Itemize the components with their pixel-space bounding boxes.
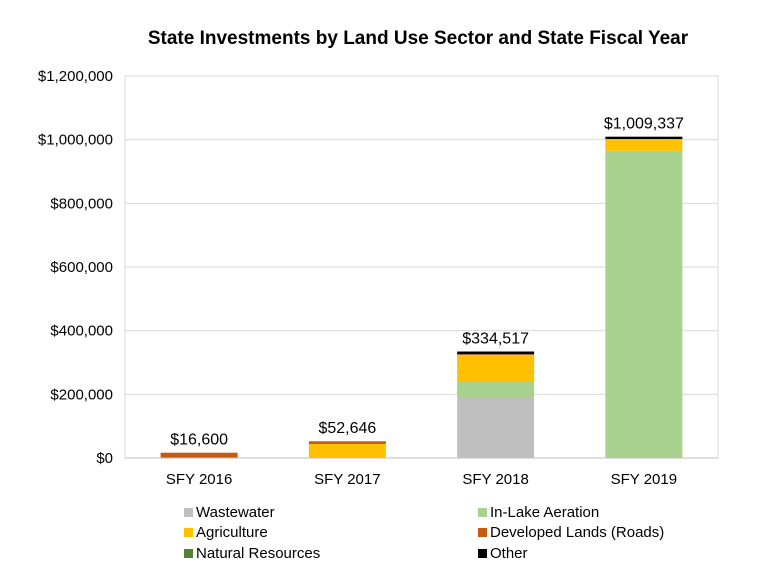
x-tick-label: SFY 2019	[611, 471, 677, 488]
y-tick-label: $1,200,000	[38, 68, 113, 85]
y-tick-label: $200,000	[50, 386, 113, 403]
legend-swatch	[478, 508, 487, 517]
y-tick-label: $600,000	[50, 259, 113, 276]
y-tick-label: $800,000	[50, 195, 113, 212]
legend-entry: Agriculture	[184, 524, 268, 541]
bar-segment	[605, 139, 683, 151]
x-tick-label: SFY 2017	[314, 471, 380, 488]
bar-segment	[308, 441, 386, 444]
bar-segment	[457, 397, 535, 458]
legend-label: Natural Resources	[196, 545, 320, 562]
bar-segment	[457, 354, 535, 355]
legend-swatch	[478, 528, 487, 537]
bar-total-label: $16,600	[170, 432, 228, 449]
legend-entry: Developed Lands (Roads)	[478, 524, 664, 541]
bar-total-label: $1,009,337	[604, 116, 684, 133]
y-tick-label: $400,000	[50, 323, 113, 340]
bar-segment	[457, 351, 535, 355]
legend-swatch	[478, 549, 487, 558]
legend-label: Agriculture	[196, 524, 268, 541]
bar-segment	[605, 150, 683, 458]
bar-segment	[308, 443, 386, 458]
y-tick-label: $1,000,000	[38, 132, 113, 149]
bar-segment	[457, 380, 535, 398]
legend-label: Other	[490, 545, 528, 562]
y-tick-label: $0	[96, 450, 113, 467]
legend-label: Wastewater	[196, 504, 275, 521]
legend-entry: Natural Resources	[184, 545, 320, 562]
legend-entry: Other	[478, 545, 528, 562]
legend-entry: Wastewater	[184, 504, 275, 521]
bar-total-label: $334,517	[462, 331, 529, 348]
bar-segment	[160, 452, 238, 458]
legend-swatch	[184, 549, 193, 558]
legend-entry: In-Lake Aeration	[478, 504, 599, 521]
bar-total-label: $52,646	[318, 420, 376, 437]
legend-label: In-Lake Aeration	[490, 504, 599, 521]
legend-label: Developed Lands (Roads)	[490, 524, 664, 541]
x-tick-label: SFY 2018	[462, 471, 528, 488]
bar-segment	[457, 354, 535, 381]
bar-segment	[605, 136, 683, 140]
x-tick-label: SFY 2016	[166, 471, 232, 488]
legend-swatch	[184, 528, 193, 537]
chart-title: State Investments by Land Use Sector and…	[148, 28, 689, 49]
legend-swatch	[184, 508, 193, 517]
